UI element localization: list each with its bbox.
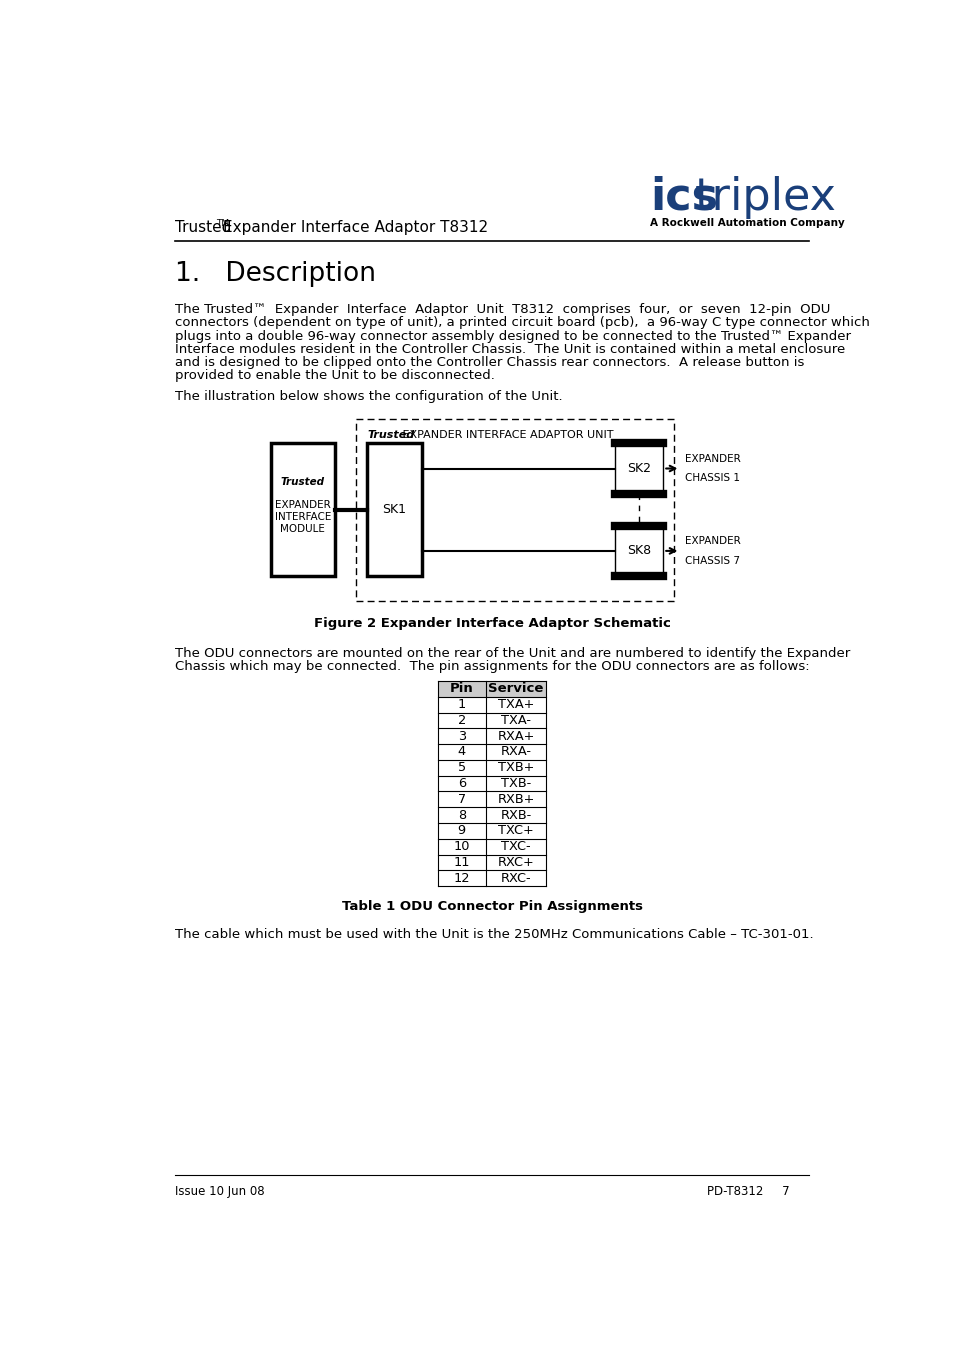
Text: 8: 8 <box>457 809 465 821</box>
Text: RXA-: RXA- <box>500 746 531 758</box>
Text: The cable which must be used with the Unit is the 250MHz Communications Cable – : The cable which must be used with the Un… <box>174 928 813 940</box>
Text: EXPANDER: EXPANDER <box>684 536 740 546</box>
Text: TXB-: TXB- <box>500 777 531 790</box>
Text: Issue 10 Jun 08: Issue 10 Jun 08 <box>174 1185 264 1198</box>
Text: 11: 11 <box>453 857 470 869</box>
Bar <box>271 443 335 576</box>
Text: SK1: SK1 <box>382 503 406 516</box>
Text: triplex: triplex <box>695 176 836 219</box>
Text: TXB+: TXB+ <box>497 761 534 774</box>
Text: The ODU connectors are mounted on the rear of the Unit and are numbered to ident: The ODU connectors are mounted on the re… <box>174 647 849 659</box>
Text: SK8: SK8 <box>626 544 651 558</box>
Text: 5: 5 <box>457 761 465 774</box>
Text: RXA+: RXA+ <box>497 730 535 743</box>
Text: CHASSIS 7: CHASSIS 7 <box>684 555 740 566</box>
Text: Service: Service <box>488 682 543 696</box>
Text: RXC+: RXC+ <box>497 857 534 869</box>
Text: Trusted: Trusted <box>367 430 414 439</box>
Text: 1: 1 <box>457 698 465 711</box>
Text: and is designed to be clipped onto the Controller Chassis rear connectors.  A re: and is designed to be clipped onto the C… <box>174 357 803 369</box>
Text: ics: ics <box>649 176 718 219</box>
Text: TM: TM <box>216 219 230 228</box>
Text: EXPANDER: EXPANDER <box>684 454 740 463</box>
Text: TXC-: TXC- <box>500 840 530 854</box>
Text: 9: 9 <box>457 824 465 838</box>
Text: MODULE: MODULE <box>280 524 325 535</box>
Text: TXA+: TXA+ <box>497 698 534 711</box>
Text: EXPANDER INTERFACE ADAPTOR UNIT: EXPANDER INTERFACE ADAPTOR UNIT <box>399 430 614 439</box>
Text: Trusted: Trusted <box>280 477 325 486</box>
Bar <box>356 419 674 601</box>
Text: A Rockwell Automation Company: A Rockwell Automation Company <box>649 219 844 228</box>
Text: 2: 2 <box>457 713 465 727</box>
Text: Trusted: Trusted <box>174 220 232 235</box>
Text: 7: 7 <box>457 793 465 805</box>
Text: CHASSIS 1: CHASSIS 1 <box>684 473 740 484</box>
Text: Table 1 ODU Connector Pin Assignments: Table 1 ODU Connector Pin Assignments <box>341 900 642 913</box>
Text: The Trusted™  Expander  Interface  Adaptor  Unit  T8312  comprises  four,  or  s: The Trusted™ Expander Interface Adaptor … <box>174 303 829 316</box>
Text: SK2: SK2 <box>627 462 651 476</box>
Bar <box>437 681 546 697</box>
Text: 1.   Description: 1. Description <box>174 261 375 286</box>
Text: connectors (dependent on type of unit), a printed circuit board (pcb),  a 96-way: connectors (dependent on type of unit), … <box>174 316 869 330</box>
Text: INTERFACE: INTERFACE <box>274 512 331 523</box>
Text: RXB+: RXB+ <box>497 793 535 805</box>
Text: PD-T8312     7: PD-T8312 7 <box>706 1185 789 1198</box>
Text: 3: 3 <box>457 730 465 743</box>
Text: RXC-: RXC- <box>500 871 531 885</box>
Text: 6: 6 <box>457 777 465 790</box>
Text: plugs into a double 96-way connector assembly designed to be connected to the Tr: plugs into a double 96-way connector ass… <box>174 330 850 343</box>
Text: TXC+: TXC+ <box>497 824 534 838</box>
Text: TXA-: TXA- <box>500 713 531 727</box>
Text: Interface modules resident in the Controller Chassis.  The Unit is contained wit: Interface modules resident in the Contro… <box>174 343 844 355</box>
Bar <box>615 526 662 576</box>
Text: 10: 10 <box>453 840 470 854</box>
Text: EXPANDER: EXPANDER <box>274 500 331 511</box>
Text: Chassis which may be connected.  The pin assignments for the ODU connectors are : Chassis which may be connected. The pin … <box>174 661 809 673</box>
Text: Figure 2 Expander Interface Adaptor Schematic: Figure 2 Expander Interface Adaptor Sche… <box>314 617 670 631</box>
Text: 4: 4 <box>457 746 465 758</box>
Text: 12: 12 <box>453 871 470 885</box>
Text: RXB-: RXB- <box>500 809 531 821</box>
Bar <box>367 443 421 576</box>
Bar <box>615 443 662 493</box>
Text: provided to enable the Unit to be disconnected.: provided to enable the Unit to be discon… <box>174 369 495 382</box>
Text: Pin: Pin <box>450 682 474 696</box>
Text: The illustration below shows the configuration of the Unit.: The illustration below shows the configu… <box>174 390 562 403</box>
Text: Expander Interface Adaptor T8312: Expander Interface Adaptor T8312 <box>223 220 488 235</box>
